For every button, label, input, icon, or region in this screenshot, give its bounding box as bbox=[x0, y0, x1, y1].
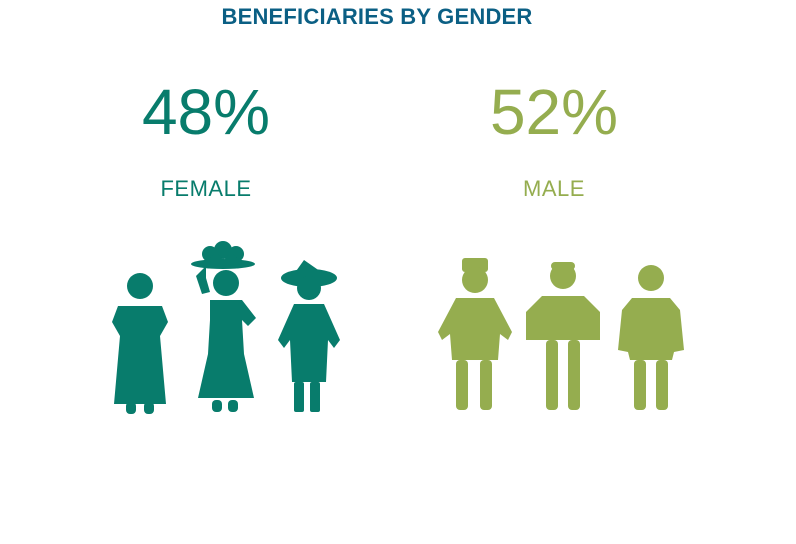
man-poncho-icon bbox=[526, 262, 600, 410]
female-label: FEMALE bbox=[160, 176, 252, 201]
chart-title: BENEFICIARIES BY GENDER bbox=[221, 4, 533, 29]
female-figures bbox=[56, 236, 356, 426]
woman-fruit-basket-icon bbox=[191, 241, 256, 412]
man-cap-icon bbox=[438, 258, 512, 410]
male-figures bbox=[404, 236, 704, 426]
male-percentage: 52% bbox=[489, 76, 619, 148]
female-percentage: 48% bbox=[141, 76, 271, 148]
woman-wide-hat-icon bbox=[278, 260, 340, 412]
woman-shawl-icon bbox=[112, 273, 168, 414]
man-tunic-icon bbox=[618, 265, 684, 410]
male-label: MALE bbox=[523, 176, 585, 201]
